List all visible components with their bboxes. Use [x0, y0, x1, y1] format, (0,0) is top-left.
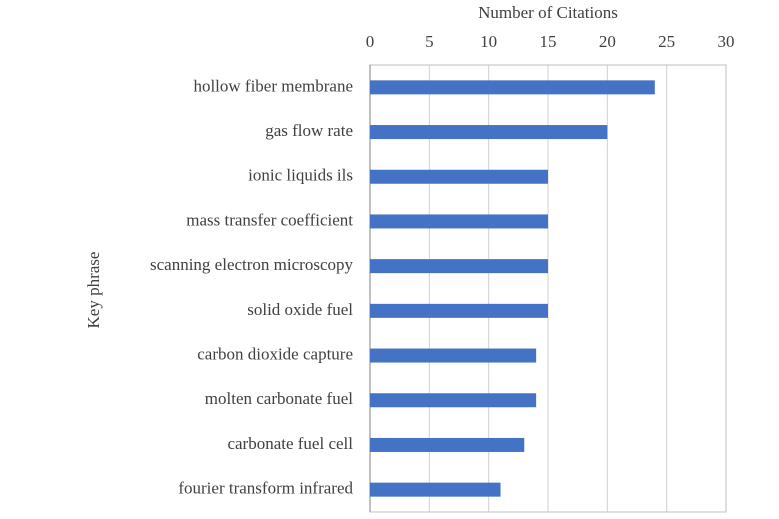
bar	[370, 303, 548, 318]
x-tick-label: 20	[599, 32, 616, 51]
y-tick-label: hollow fiber membrane	[193, 76, 353, 95]
bar	[370, 125, 608, 140]
y-tick-label: ionic liquids ils	[248, 166, 353, 185]
y-tick-label: fourier transform infrared	[178, 479, 353, 498]
x-tick-label: 0	[366, 32, 375, 51]
x-tick-label: 25	[658, 32, 675, 51]
x-tick-label: 30	[718, 32, 735, 51]
y-axis-title: Key phrase	[84, 252, 103, 329]
x-axis-title: Number of Citations	[478, 3, 618, 22]
bar	[370, 80, 655, 95]
y-tick-label: solid oxide fuel	[247, 300, 353, 319]
bar	[370, 437, 525, 452]
y-tick-label: carbonate fuel cell	[227, 434, 353, 453]
x-tick-label: 10	[480, 32, 497, 51]
bar	[370, 348, 537, 363]
bar	[370, 259, 548, 274]
y-tick-label: gas flow rate	[265, 121, 353, 140]
y-tick-label: scanning electron microscopy	[150, 255, 353, 274]
y-tick-label: mass transfer coefficient	[186, 210, 353, 229]
bar	[370, 393, 537, 408]
bar	[370, 482, 501, 497]
y-tick-label: carbon dioxide capture	[197, 344, 353, 363]
x-tick-label: 5	[425, 32, 434, 51]
y-tick-label: molten carbonate fuel	[205, 389, 353, 408]
bar	[370, 169, 548, 184]
x-tick-label: 15	[540, 32, 557, 51]
bar	[370, 214, 548, 229]
